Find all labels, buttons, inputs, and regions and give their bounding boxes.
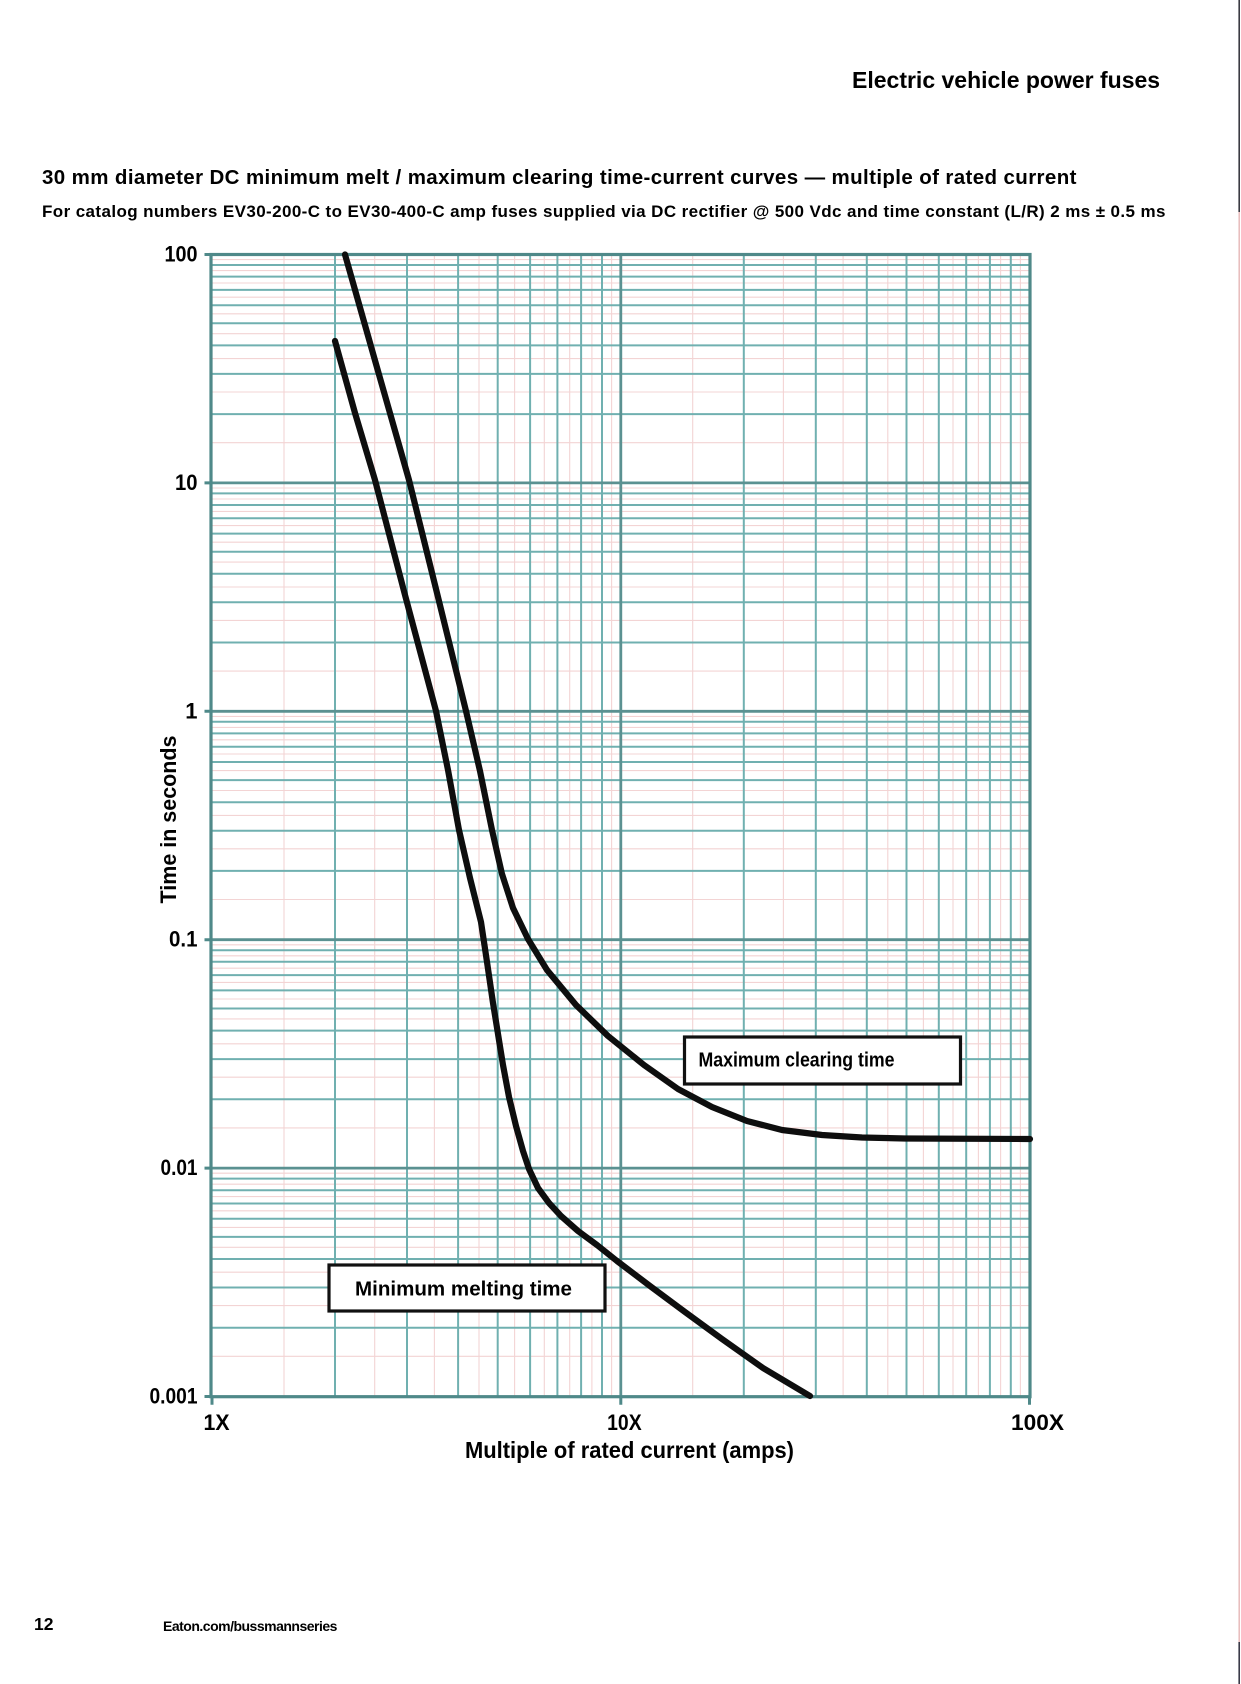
- svg-text:10X: 10X: [607, 1410, 642, 1435]
- svg-text:0.01: 0.01: [161, 1155, 198, 1180]
- svg-text:Time in seconds: Time in seconds: [156, 736, 181, 904]
- svg-text:100X: 100X: [1011, 1410, 1064, 1435]
- svg-text:0.001: 0.001: [150, 1384, 198, 1409]
- svg-text:1X: 1X: [204, 1410, 230, 1435]
- svg-text:Minimum melting time: Minimum melting time: [355, 1278, 572, 1301]
- svg-text:0.1: 0.1: [169, 927, 198, 952]
- svg-text:10: 10: [175, 470, 198, 495]
- svg-text:1: 1: [185, 698, 197, 723]
- svg-text:Maximum clearing time: Maximum clearing time: [699, 1049, 895, 1072]
- svg-text:100: 100: [165, 242, 198, 267]
- svg-text:Multiple of rated current (amp: Multiple of rated current (amps): [465, 1437, 794, 1463]
